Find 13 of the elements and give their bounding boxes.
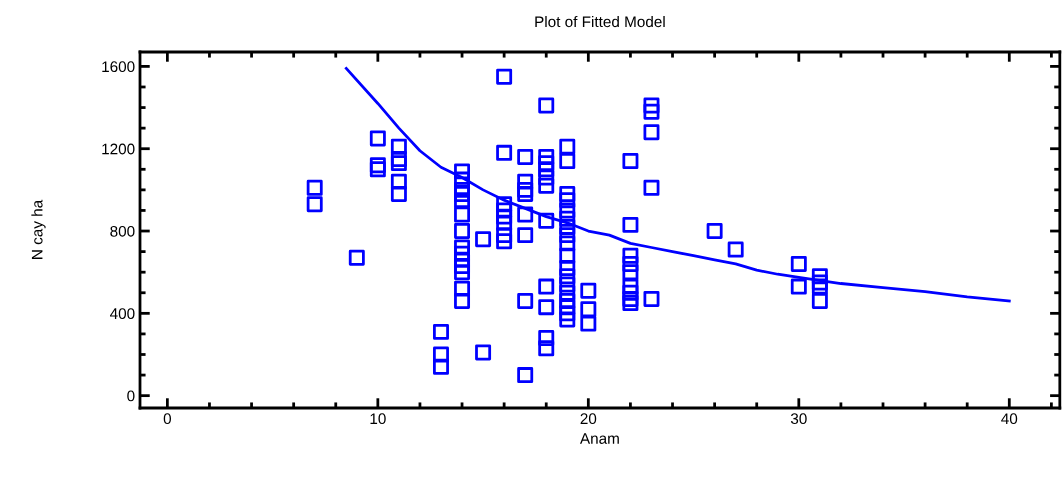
y-tick-label: 1200 bbox=[102, 143, 135, 155]
x-tick-label: 10 bbox=[370, 413, 386, 425]
chart-title: Plot of Fitted Model bbox=[535, 15, 665, 28]
y-tick-label: 800 bbox=[110, 225, 135, 237]
x-tick-label: 0 bbox=[163, 413, 172, 425]
y-tick-label: 0 bbox=[127, 390, 135, 402]
y-axis-title: N cay ha bbox=[31, 199, 46, 259]
x-tick-label: 30 bbox=[790, 413, 807, 425]
x-tick-label: 40 bbox=[1001, 413, 1018, 425]
y-tick-label: 1600 bbox=[102, 61, 135, 73]
x-tick-label: 20 bbox=[580, 413, 597, 425]
y-tick-label: 400 bbox=[110, 308, 135, 320]
x-axis-title: Anam bbox=[579, 433, 619, 444]
